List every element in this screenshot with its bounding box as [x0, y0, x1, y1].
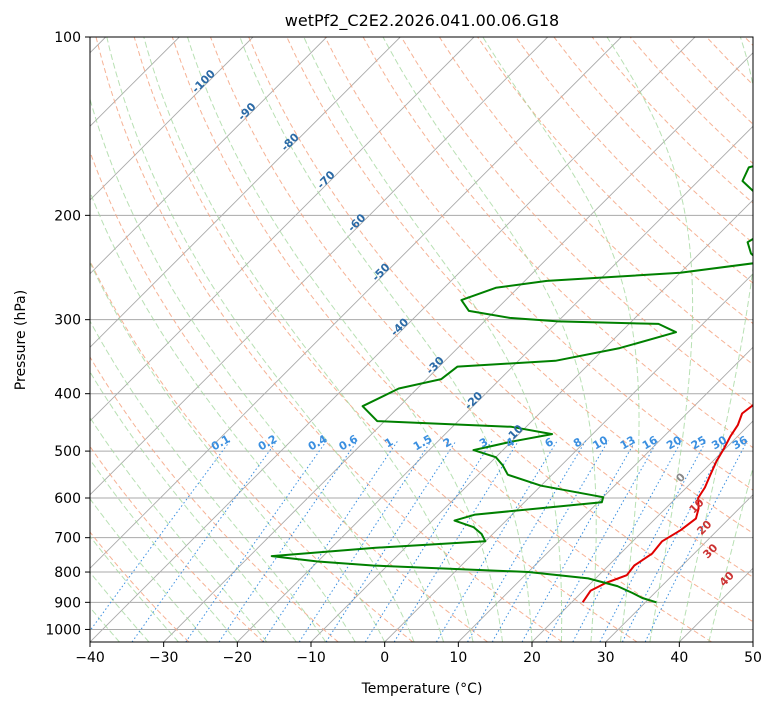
- x-tick-label: 40: [670, 650, 688, 666]
- chart-title: wetPf2_C2E2.2026.041.00.06.G18: [285, 11, 559, 31]
- x-tick-label: −10: [296, 650, 326, 666]
- x-tick-label: −40: [75, 650, 105, 666]
- y-axis-label: Pressure (hPa): [13, 290, 29, 390]
- y-tick-label: 100: [54, 30, 81, 46]
- y-tick-label: 400: [54, 387, 81, 403]
- x-axis-label: Temperature (°C): [361, 681, 483, 697]
- x-tick-label: 10: [449, 650, 467, 666]
- y-tick-label: 500: [54, 444, 81, 460]
- y-tick-label: 600: [54, 491, 81, 507]
- x-tick-label: 30: [597, 650, 615, 666]
- y-tick-label: 300: [54, 313, 81, 329]
- x-tick-label: 0: [380, 650, 389, 666]
- x-tick-label: 20: [523, 650, 541, 666]
- y-tick-label: 700: [54, 531, 81, 547]
- y-tick-label: 200: [54, 208, 81, 224]
- x-tick-label: −20: [223, 650, 253, 666]
- x-tick-label: 50: [744, 650, 762, 666]
- y-tick-label: 1000: [45, 622, 81, 638]
- y-tick-label: 900: [54, 595, 81, 611]
- y-tick-label: 800: [54, 565, 81, 581]
- x-tick-label: −30: [149, 650, 179, 666]
